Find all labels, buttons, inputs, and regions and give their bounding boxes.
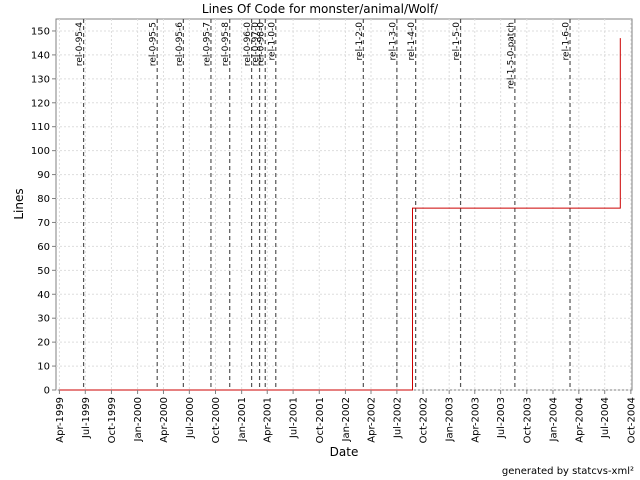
y-tick-label: 10 — [37, 362, 50, 373]
x-tick-label: Oct-2002 — [419, 397, 430, 443]
y-axis-label: Lines — [12, 188, 26, 219]
x-tick-label: Jul-2001 — [289, 397, 300, 439]
x-tick-label: Apr-1999 — [55, 397, 66, 443]
release-marker-label: rel-0-95-8 — [221, 22, 231, 66]
generated-by-footer: generated by statcvs-xml² — [502, 466, 634, 477]
x-tick-label: Jan-2000 — [133, 397, 144, 442]
x-tick-label: Oct-2001 — [315, 397, 326, 443]
release-marker-label: rel-0-95-4 — [75, 22, 85, 66]
y-tick-label: 110 — [31, 122, 50, 133]
y-tick-label: 60 — [37, 242, 50, 253]
x-tick-label: Apr-2000 — [159, 397, 170, 443]
release-marker-label: rel-0-97-0 — [251, 22, 261, 66]
x-tick-label: Jan-2002 — [341, 397, 352, 442]
y-tick-label: 100 — [31, 146, 50, 157]
release-markers: rel-0-95-4 rel-0-95-5 rel-0-95-6 rel-0-95-7… — [75, 19, 572, 390]
release-marker-label: rel-1-2-0 — [355, 22, 365, 61]
x-tick-label: Apr-2004 — [574, 397, 585, 443]
release-marker-label: rel-1-6-0 — [562, 22, 572, 61]
grid-lines — [56, 19, 632, 391]
y-tick-label: 80 — [37, 194, 50, 205]
x-tick-label: Jan-2004 — [548, 397, 559, 442]
x-tick-label: Oct-2000 — [211, 397, 222, 443]
y-tick-label: 90 — [37, 170, 50, 181]
x-tick-label: Apr-2002 — [367, 397, 378, 443]
release-marker-label: rel-1-3-0 — [388, 22, 398, 61]
x-tick-label: Jan-2003 — [445, 397, 456, 442]
x-tick-label: Apr-2003 — [470, 397, 481, 443]
x-axis-ticks: Apr-1999 Jul-1999 Oct-1999 Jan-2000 Apr-2000… — [55, 390, 637, 443]
series-line — [59, 38, 621, 391]
x-tick-label: Oct-2003 — [522, 397, 533, 443]
x-tick-label: Apr-2001 — [263, 397, 274, 443]
release-marker-label: rel-1-4-0 — [407, 22, 417, 61]
release-marker-label: rel-0-95-7 — [202, 22, 212, 66]
plot-area — [55, 18, 633, 391]
chart-title: Lines Of Code for monster/animal/Wolf/ — [202, 2, 439, 16]
y-tick-label: 130 — [31, 74, 50, 85]
y-tick-label: 40 — [37, 290, 50, 301]
y-tick-label: 0 — [44, 386, 50, 397]
release-marker-label: rel-0-98-0 — [257, 22, 267, 66]
x-tick-label: Jan-2001 — [237, 397, 248, 442]
release-marker-label: rel-0-96-0 — [243, 22, 253, 66]
y-tick-label: 50 — [37, 266, 50, 277]
y-axis-ticks: 0 10 20 30 40 50 60 70 80 90 100 110 120 130 140 150 — [31, 26, 56, 397]
x-tick-label: Jul-2000 — [185, 397, 196, 439]
x-tick-label: Oct-2004 — [626, 397, 637, 443]
y-tick-label: 140 — [31, 50, 50, 61]
x-axis-label: Date — [330, 445, 359, 459]
y-tick-label: 150 — [31, 26, 50, 37]
y-tick-label: 30 — [37, 314, 50, 325]
x-tick-label: Jul-2004 — [600, 397, 611, 439]
y-tick-label: 70 — [37, 218, 50, 229]
y-tick-label: 20 — [37, 338, 50, 349]
x-tick-label: Oct-1999 — [107, 397, 118, 443]
release-marker-label: rel-1-0-0 — [267, 22, 277, 61]
release-marker-label: rel-0-95-5 — [149, 22, 159, 66]
series-lines — [59, 38, 621, 391]
y-tick-label: 120 — [31, 98, 50, 109]
x-tick-label: Jul-2003 — [496, 397, 507, 439]
release-marker-label: rel-1-5-0-patch — [506, 22, 516, 89]
x-tick-label: Jul-2002 — [392, 397, 403, 439]
release-marker-label: rel-1-5-0 — [452, 22, 462, 61]
x-tick-label: Jul-1999 — [81, 397, 92, 439]
release-marker-label: rel-0-95-6 — [175, 22, 185, 66]
